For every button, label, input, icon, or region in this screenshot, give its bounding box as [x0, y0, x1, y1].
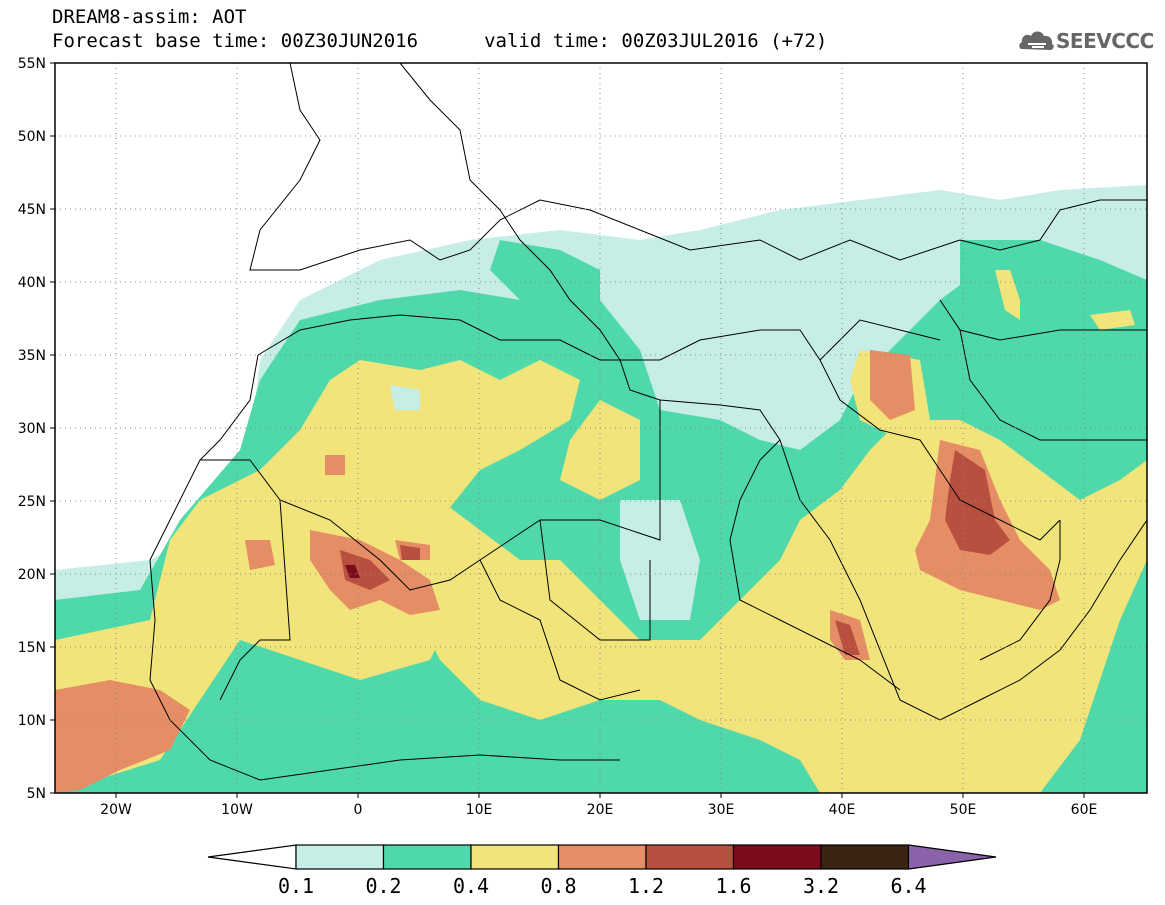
colorbar-bin [470, 844, 560, 870]
lon-tick-label: 40E [829, 802, 856, 818]
logo-text: SEEVCCC [1056, 29, 1154, 53]
lat-tick-label: 5N [27, 786, 46, 802]
lat-tick-label: 15N [18, 640, 46, 656]
lon-tick-label: 0 [354, 802, 363, 818]
lon-tick-label: 50E [950, 802, 977, 818]
colorbar-label: 3.2 [803, 874, 839, 898]
lat-tick-label: 45N [18, 202, 46, 218]
lat-tick-label: 35N [18, 348, 46, 364]
colorbar-bin [382, 844, 472, 870]
colorbar-label: 1.2 [628, 874, 664, 898]
cloud-icon [1019, 31, 1054, 50]
map-grid [55, 63, 1147, 793]
lon-tick-label: 10E [466, 802, 493, 818]
lat-tick-label: 40N [18, 275, 46, 291]
valid-time-label: valid time: [484, 30, 610, 52]
lon-tick-label: 10W [221, 802, 253, 818]
colorbar-bin [820, 844, 910, 870]
lon-tick-label: 60E [1071, 802, 1098, 818]
lon-tick-label: 20W [100, 802, 132, 818]
aot-field [55, 63, 1147, 793]
colorbar-bin [732, 844, 822, 870]
colorbar-bin [645, 844, 735, 870]
colorbar-label: 1.6 [715, 874, 751, 898]
lat-tick-label: 30N [18, 421, 46, 437]
base-time: 00Z30JUN2016 [280, 30, 419, 52]
map-title: DREAM8-assim: AOT [52, 6, 247, 28]
colorbar-bin [295, 844, 385, 870]
colorbar-bin [557, 844, 647, 870]
colorbar-under-arrow [207, 844, 297, 870]
colorbar-label: 0.4 [453, 874, 489, 898]
colorbar-label: 0.8 [540, 874, 576, 898]
lat-tick-label: 20N [18, 567, 46, 583]
time-info: Forecast base time: 00Z30JUN2016 valid ti… [52, 30, 827, 52]
lat-tick-label: 10N [18, 713, 46, 729]
colorbar-over-arrow [907, 844, 997, 870]
colorbar [207, 844, 997, 870]
lat-tick-label: 25N [18, 494, 46, 510]
base-time-label: Forecast base time: [52, 30, 270, 52]
lon-tick-label: 30E [708, 802, 735, 818]
lat-tick-label: 55N [18, 56, 46, 72]
lon-tick-label: 20E [587, 802, 614, 818]
valid-time: 00Z03JUL2016 (+72) [621, 30, 828, 52]
lat-tick-label: 50N [18, 129, 46, 145]
colorbar-label: 6.4 [890, 874, 926, 898]
colorbar-label: 0.2 [365, 874, 401, 898]
colorbar-label: 0.1 [278, 874, 314, 898]
